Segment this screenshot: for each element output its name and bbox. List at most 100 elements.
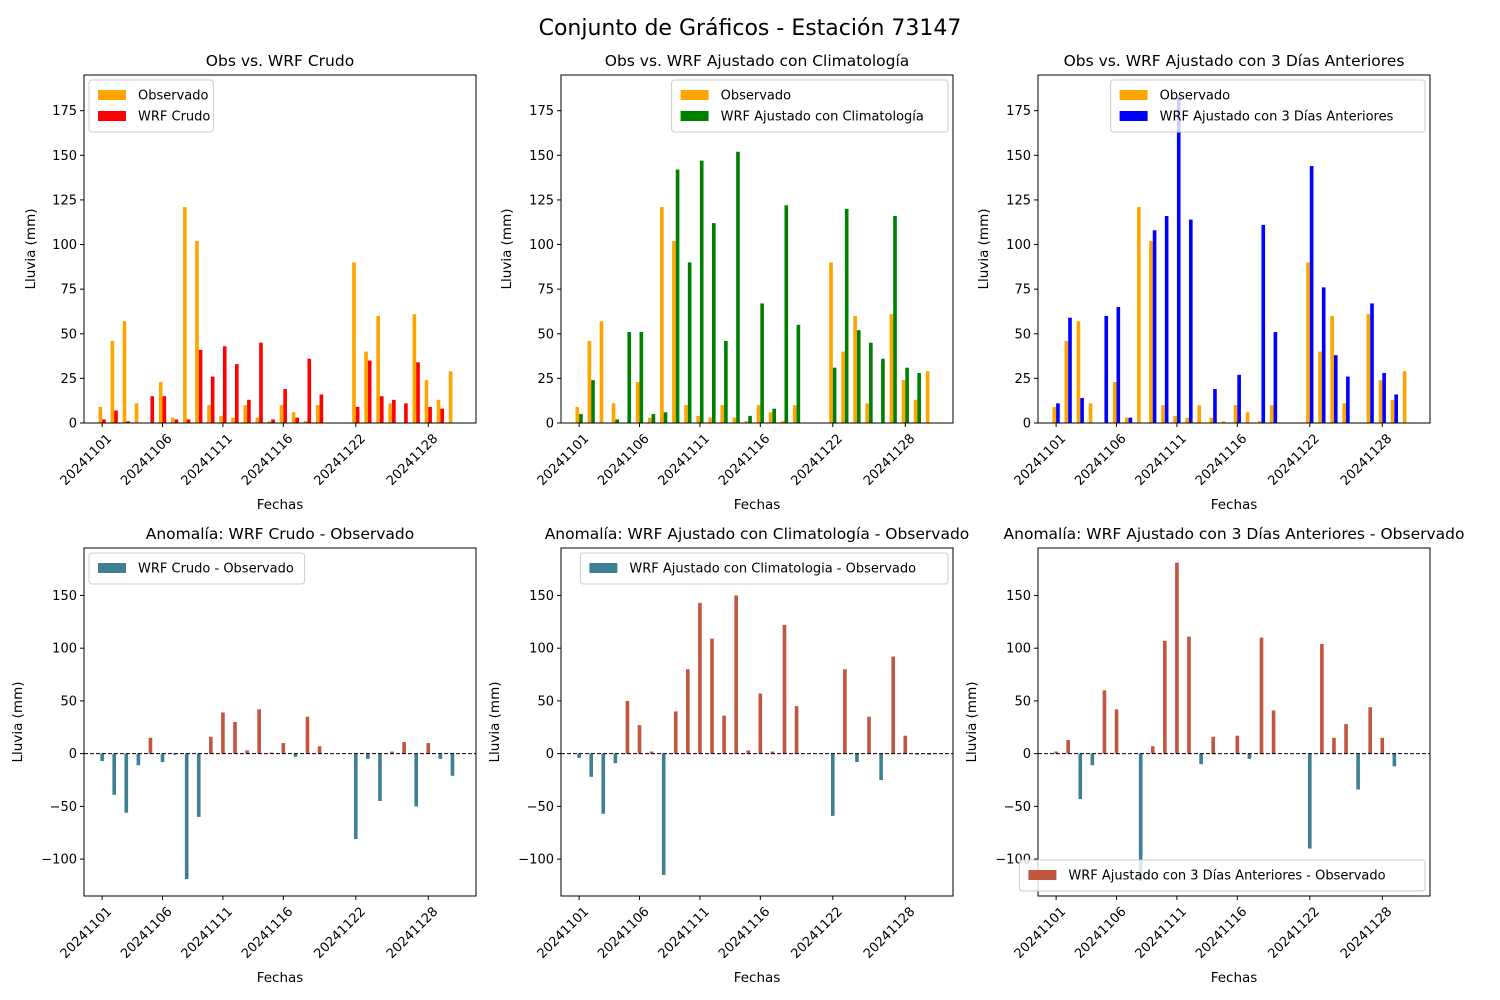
bar-observado-20241104 [134,403,139,423]
bar-wrf-20241128 [428,406,432,423]
x-tick-label: 20241128 [1338,431,1395,488]
bar-wrf-20241125 [392,399,396,423]
x-tick-label: 20241111 [1133,904,1190,961]
bar-wrf-20241129 [1394,394,1398,423]
y-tick-label: 175 [1006,104,1031,119]
legend-box [579,552,949,585]
y-tick-label: 50 [537,327,554,342]
y-tick-label: 125 [52,193,77,208]
bar-wrf-20241103 [126,421,130,423]
bar-observado-20241106 [1112,381,1117,423]
bar-observado-20241111 [1173,415,1177,423]
bar-observado-20241124 [376,315,380,423]
bar-anomaly-20241114 [1211,736,1215,754]
x-tick-label: 20241111 [656,431,713,488]
bar-anomaly-20241122 [353,753,358,840]
x-tick-label: 20241128 [384,904,441,961]
bar-wrf-20241117 [772,408,777,423]
bar-wrf-20241127 [893,215,897,423]
y-axis-label: Lluvia (mm) [499,209,515,290]
bar-wrf-20241102 [591,380,595,423]
panel-title: Obs vs. WRF Ajustado con Climatología [605,52,910,70]
bar-observado-20241112 [708,417,712,423]
panel-title: Obs vs. WRF Crudo [206,52,354,70]
bar-wrf-20241106 [639,331,644,423]
bar-anomaly-20241115 [746,750,751,754]
bar-anomaly-20241107 [172,753,177,755]
bar-wrf-20241110 [210,376,215,423]
x-tick-label: 20241116 [1193,904,1250,961]
y-tick-label: −100 [518,853,554,868]
bar-anomaly-20241116 [758,693,763,754]
bar-anomaly-20241107 [649,751,654,754]
x-tick-label: 20241106 [595,904,652,961]
y-tick-label: 100 [52,642,77,657]
bar-anomaly-20241109 [196,753,201,817]
y-tick-label: 100 [1006,642,1031,657]
y-tick-label: 100 [529,238,554,253]
y-tick-label: 0 [546,747,554,762]
bar-observado-20241107 [170,417,175,423]
legend-swatch [98,563,126,573]
bar-anomaly-20241130 [927,753,932,755]
bar-observado-20241110 [207,405,211,423]
bar-observado-20241123 [1318,351,1322,423]
bar-observado-20241122 [352,262,356,423]
bar-wrf-20241125 [1346,376,1350,423]
bar-observado-20241103 [1076,321,1081,423]
bar-wrf-20241118 [307,358,312,423]
legend-label: Observado [138,89,209,104]
bar-observado-20241104 [611,403,616,423]
bar-anomaly-20241102 [1066,739,1071,754]
bar-anomaly-20241129 [1392,753,1397,767]
bar-anomaly-20241106 [1114,709,1119,754]
bar-anomaly-20241105 [148,737,153,754]
bar-anomaly-20241115 [269,752,274,754]
x-tick-label: 20241122 [1265,431,1322,488]
y-tick-label: 150 [529,589,554,604]
bar-observado-20241101 [98,406,103,423]
bar-wrf-20241129 [917,373,921,423]
chart-panel-4: −100 −50 0 50 100 150 20241101 20241106 20241111… [10,525,477,986]
legend-box [1110,79,1426,133]
y-tick-label: 0 [546,417,554,432]
bar-observado-20241122 [829,262,833,423]
bar-anomaly-20241126 [1356,753,1360,790]
y-tick-label: 0 [69,417,77,432]
bar-anomaly-20241128 [1380,737,1385,754]
axes-frame [83,74,477,424]
bar-wrf-20241114 [259,342,263,423]
x-tick-label: 20241122 [788,904,845,961]
bar-wrf-20241106 [1116,307,1121,423]
bar-wrf-20241112 [235,364,239,423]
x-tick-label: 20241111 [179,431,236,488]
bar-anomaly-20241127 [1368,707,1373,754]
bar-observado-20241116 [279,405,284,423]
bar-anomaly-20241104 [1090,753,1095,766]
bar-observado-20241104 [1088,403,1093,423]
x-tick-label: 20241101 [1012,904,1069,961]
bar-observado-20241117 [1245,412,1250,423]
y-axis-label: Lluvia (mm) [23,209,39,290]
x-tick-label: 20241106 [595,431,652,488]
bar-anomaly-20241118 [1259,637,1264,754]
bar-wrf-20241102 [1068,317,1072,423]
x-tick-label: 20241116 [716,904,773,961]
bar-observado-20241119 [792,405,797,423]
legend-swatch [589,563,618,573]
bar-observado-20241114 [255,417,260,423]
bar-anomaly-20241126 [879,753,883,780]
bar-anomaly-20241110 [686,669,690,754]
axes-frame [1037,74,1431,424]
bar-anomaly-20241104 [136,753,141,766]
bar-wrf-20241107 [174,419,179,423]
legend: Observado WRF Crudo [88,79,214,133]
bar-wrf-20241101 [1056,403,1060,423]
bar-observado-20241116 [756,405,761,423]
bar-anomaly-20241109 [1150,746,1155,754]
y-tick-label: 50 [60,327,77,342]
bar-wrf-20241126 [404,403,408,423]
